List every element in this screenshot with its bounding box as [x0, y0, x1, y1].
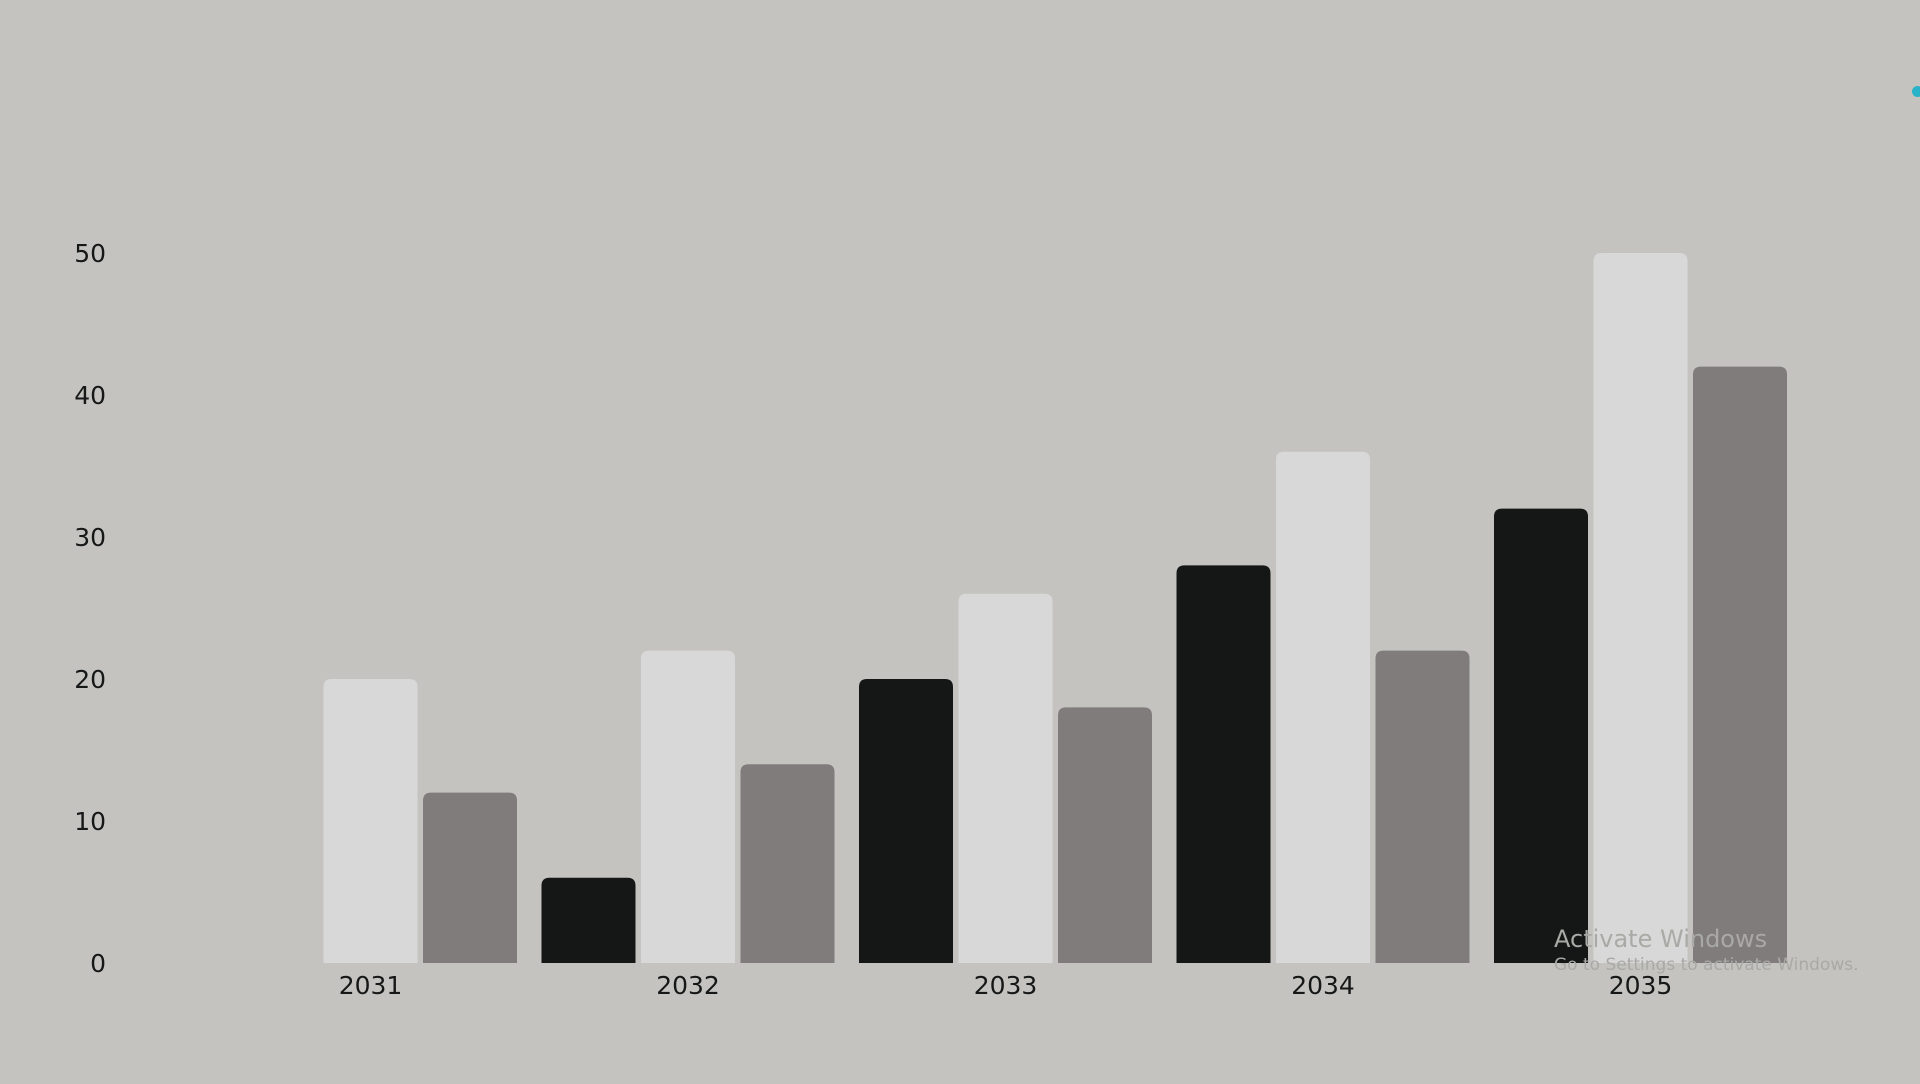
- bar-2031-series-2: [323, 679, 418, 963]
- bar-2032-series-3: [740, 764, 835, 963]
- y-tick-label: 30: [74, 523, 106, 552]
- bar-2034-series-1: [1176, 565, 1271, 963]
- x-axis-ticks: 2031 2032 2033 2034 2035: [339, 971, 1673, 1000]
- bar-marks: [323, 253, 1787, 964]
- watermark-title: Activate Windows: [1554, 925, 1768, 953]
- bar-2035-series-2: [1593, 253, 1688, 963]
- bar-2031-series-3: [423, 792, 517, 963]
- bar-2035-series-3: [1693, 366, 1787, 964]
- y-tick-label: 10: [74, 807, 106, 836]
- y-tick-label: 50: [74, 239, 106, 268]
- y-axis-ticks: 0 10 20 30 40 50: [74, 239, 106, 978]
- watermark-subtitle: Go to Settings to activate Windows.: [1554, 955, 1859, 975]
- x-tick-label: 2033: [974, 971, 1038, 1000]
- activate-windows-watermark: Activate Windows Go to Settings to activ…: [1554, 924, 1859, 976]
- bar-2034-series-2: [1276, 451, 1370, 963]
- bar-2032-series-1: [541, 877, 636, 963]
- accent-dot: [1912, 86, 1920, 97]
- bar-2033-series-3: [1058, 707, 1152, 963]
- bar-2034-series-3: [1375, 650, 1470, 963]
- bar-2032-series-2: [641, 650, 735, 963]
- x-tick-label: 2031: [339, 971, 403, 1000]
- y-tick-label: 40: [74, 381, 106, 410]
- y-tick-label: 20: [74, 665, 106, 694]
- bar-2033-series-1: [859, 679, 953, 963]
- bar-2033-series-2: [958, 593, 1053, 963]
- x-tick-label: 2035: [1609, 971, 1673, 1000]
- y-tick-label: 0: [90, 949, 106, 978]
- x-tick-label: 2032: [656, 971, 720, 1000]
- x-tick-label: 2034: [1291, 971, 1355, 1000]
- bar-2035-series-1: [1494, 508, 1588, 963]
